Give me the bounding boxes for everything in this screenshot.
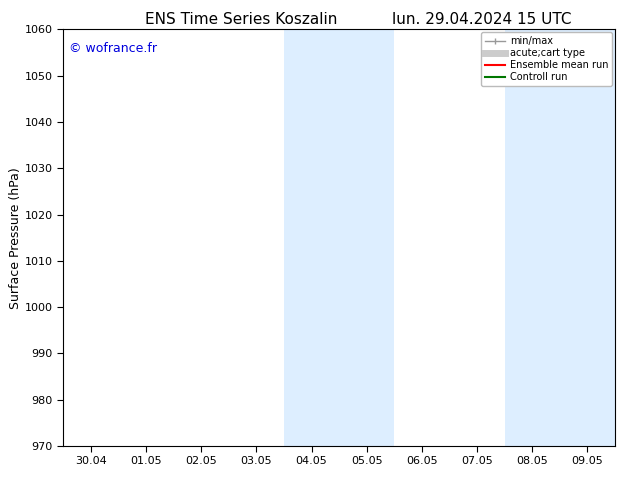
Text: ENS Time Series Koszalin: ENS Time Series Koszalin — [145, 12, 337, 27]
Legend: min/max, acute;cart type, Ensemble mean run, Controll run: min/max, acute;cart type, Ensemble mean … — [481, 32, 612, 86]
Y-axis label: Surface Pressure (hPa): Surface Pressure (hPa) — [9, 167, 22, 309]
Text: © wofrance.fr: © wofrance.fr — [69, 42, 157, 55]
Bar — [339, 29, 394, 446]
Bar — [284, 29, 339, 446]
Bar — [505, 29, 560, 446]
Text: lun. 29.04.2024 15 UTC: lun. 29.04.2024 15 UTC — [392, 12, 572, 27]
Bar — [560, 29, 615, 446]
